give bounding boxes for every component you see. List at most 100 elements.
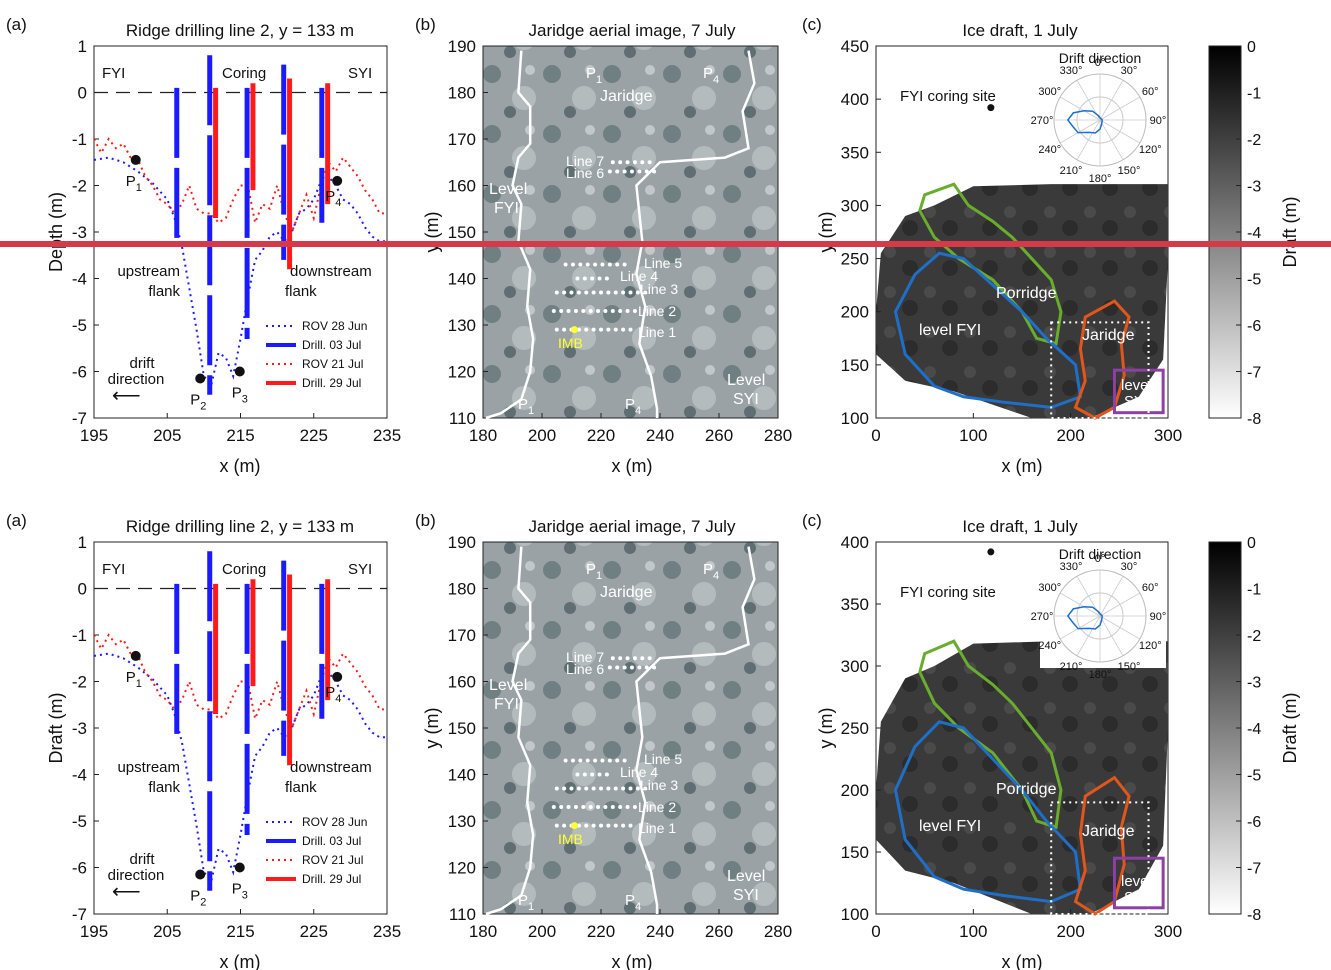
y-tick-label: 110 <box>449 409 476 428</box>
polar-angle-label: 210° <box>1060 165 1083 177</box>
y-tick-label: 150 <box>841 843 869 862</box>
drill-point-line-3 <box>591 786 596 791</box>
drill-point-line-5 <box>593 758 598 763</box>
y-tick-label: -5 <box>72 316 87 335</box>
drill-point-line-2 <box>596 805 601 810</box>
label-p4t-sub: 4 <box>713 570 719 582</box>
label-p4t: P <box>703 65 713 82</box>
drill-point-line-6 <box>637 665 642 670</box>
colorbar-label: Draft (m) <box>1280 197 1300 268</box>
colorbar-tick-label: -6 <box>1247 318 1261 335</box>
y-tick-label: 0 <box>78 84 87 103</box>
drill-point-line-3 <box>643 290 648 295</box>
colorbar-tick-label: -1 <box>1247 582 1261 599</box>
label-p4b-sub: 4 <box>635 901 641 913</box>
y-tick-label: 190 <box>448 37 476 56</box>
label-level-syi: level <box>1121 873 1152 890</box>
label-line3: Line 3 <box>640 281 678 297</box>
drill-point-line-3 <box>613 290 618 295</box>
drill-point-line-3 <box>576 786 581 791</box>
ridge-outline-p4 <box>635 50 756 418</box>
drill-point-line-7 <box>640 656 645 661</box>
y-tick-label: 190 <box>448 533 476 552</box>
x-tick-label: 215 <box>226 426 254 445</box>
label-level-fyi-2: FYI <box>494 696 519 713</box>
label-level-fyi: Level <box>489 677 527 694</box>
y-tick-label: 160 <box>448 177 476 196</box>
draft-map-area <box>876 641 1168 914</box>
colorbar-tick-label: -4 <box>1247 721 1261 738</box>
y-tick-label: 150 <box>448 719 476 738</box>
y-tick-label: -6 <box>72 363 87 382</box>
drill-point-line-3 <box>562 786 567 791</box>
drill-point-line-3 <box>613 786 618 791</box>
label-level-fyi: Level <box>489 181 527 198</box>
y-tick-label: 120 <box>448 859 476 878</box>
drill-point-line-3 <box>562 290 567 295</box>
polar-angle-label: 150° <box>1118 661 1141 673</box>
drill-point-line-6 <box>622 665 627 670</box>
x-tick-label: 220 <box>587 426 615 445</box>
x-tick-label: 100 <box>959 922 987 941</box>
y-axis-label: Depth (m) <box>46 192 66 272</box>
drill-point-line-3 <box>606 786 611 791</box>
x-axis-label: x (m) <box>1002 952 1043 970</box>
polar-angle-label: 30° <box>1121 65 1138 77</box>
drill-point-line-7 <box>625 656 630 661</box>
legend-label-0: ROV 28 Jun <box>302 815 367 829</box>
panel-a-title: Ridge drilling line 2, y = 133 m <box>126 21 354 40</box>
marker-label-p4: P <box>325 188 335 205</box>
polar-angle-label: 90° <box>1150 611 1167 623</box>
panel-a-label: (a) <box>6 511 27 530</box>
colorbar-tick-label: -8 <box>1247 411 1261 428</box>
label-p4b: P <box>625 396 635 413</box>
label-line1: Line 1 <box>638 820 676 836</box>
label-line6: Line 6 <box>566 165 604 181</box>
drill-point-line-1 <box>562 823 567 828</box>
ridge-outline-p4 <box>635 546 756 914</box>
label-level-syi: level <box>1121 377 1152 394</box>
drill-point-line-3 <box>599 290 603 295</box>
label-level-syi: Level <box>727 372 765 389</box>
x-tick-label: 300 <box>1154 426 1182 445</box>
drill-point-line-2 <box>625 309 630 314</box>
drill-point-line-5 <box>600 262 605 267</box>
drill-point-line-7 <box>618 656 623 661</box>
drill-point-line-6 <box>644 169 649 174</box>
label-p1t: P <box>586 561 596 578</box>
drill-point-line-1 <box>576 823 581 828</box>
drift-arrow: ⟵ <box>112 881 141 903</box>
colorbar-tick-label: -4 <box>1247 225 1261 242</box>
label-syi: SYI <box>348 561 372 578</box>
x-tick-label: 200 <box>528 922 556 941</box>
y-tick-label: 110 <box>449 905 476 924</box>
colorbar-tick-label: -7 <box>1247 861 1261 878</box>
imb-marker <box>570 326 578 334</box>
y-tick-label: 150 <box>841 356 869 375</box>
legend-label-1: Drill. 03 Jul <box>302 338 361 352</box>
region-outline-level-fyi <box>893 720 1083 904</box>
x-tick-label: 100 <box>959 426 987 445</box>
x-tick-label: 235 <box>373 922 401 941</box>
y-tick-label: 170 <box>448 130 476 149</box>
drill-point-line-2 <box>551 805 556 810</box>
drill-point-line-5 <box>578 758 583 763</box>
drill-point-line-1 <box>621 327 626 332</box>
colorbar-tick-label: 0 <box>1247 535 1256 552</box>
series-line-rov-28-jun <box>93 156 387 388</box>
label-level-syi-2: SYI <box>1124 393 1148 410</box>
label-jaridge: Jaridge <box>600 584 653 601</box>
label-p1t: P <box>586 65 596 82</box>
y-tick-label: -3 <box>72 223 87 242</box>
marker-p4 <box>332 671 343 682</box>
label-level-syi: Level <box>727 868 765 885</box>
label-line7: Line 7 <box>566 649 604 665</box>
polar-spoke <box>1059 96 1101 121</box>
drill-point-line-3 <box>569 290 574 295</box>
drill-point-line-1 <box>591 823 596 828</box>
drill-point-line-1 <box>576 327 581 332</box>
label-fyi: FYI <box>102 65 125 82</box>
drill-point-line-2 <box>603 309 608 314</box>
polar-angle-label: 0° <box>1095 553 1106 565</box>
